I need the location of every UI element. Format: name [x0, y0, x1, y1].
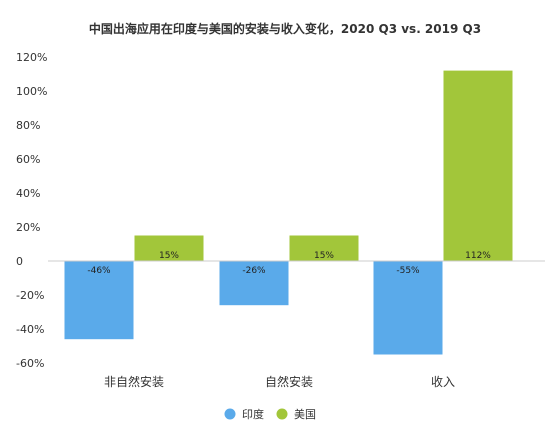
bar-印度-非自然安装 [64, 261, 134, 340]
legend: 印度 美国 [224, 407, 316, 421]
legend-label: 印度 [242, 407, 264, 421]
y-tick-label: 20% [16, 221, 40, 234]
legend-label: 美国 [294, 408, 316, 421]
y-tick-label: -40% [16, 323, 44, 336]
y-tick-label: -60% [16, 357, 44, 370]
legend-swatch [224, 408, 236, 420]
chart-title: 中国出海应用在印度与美国的安装与收入变化，2020 Q3 vs. 2019 Q3 [89, 21, 481, 36]
y-axis: 120% 100% 80% 60% 40% 20% 0 -20% -40% -60% [16, 51, 47, 370]
y-tick-label: 40% [16, 187, 40, 200]
legend-item: 美国 [276, 408, 316, 421]
data-label: 15% [159, 251, 179, 261]
y-tick-label: 0 [16, 255, 23, 268]
bar-印度-收入 [373, 261, 443, 355]
y-tick-label: 80% [16, 119, 40, 132]
bar-印度-自然安装 [219, 261, 289, 306]
y-tick-label: 120% [16, 51, 47, 64]
x-tick-label: 非自然安装 [104, 374, 164, 389]
bar-美国-自然安装 [289, 235, 359, 261]
data-label: -26% [242, 266, 266, 276]
x-axis: 非自然安装 自然安装 收入 [104, 374, 455, 389]
data-label: -46% [87, 266, 111, 276]
data-label: 15% [314, 251, 334, 261]
x-tick-label: 收入 [431, 375, 455, 389]
legend-swatch [276, 408, 288, 420]
bars-group [64, 70, 513, 355]
bar-labels-group: -46% -26% -55% 15% 15% 112% [87, 251, 491, 276]
bar-美国-非自然安装 [134, 235, 204, 261]
data-label: 112% [465, 251, 491, 261]
y-tick-label: 60% [16, 153, 40, 166]
bar-美国-收入 [443, 70, 513, 261]
y-tick-label: -20% [16, 289, 44, 302]
data-label: -55% [396, 266, 420, 276]
y-tick-label: 100% [16, 85, 47, 98]
legend-item: 印度 [224, 407, 264, 421]
x-tick-label: 自然安装 [265, 374, 313, 389]
